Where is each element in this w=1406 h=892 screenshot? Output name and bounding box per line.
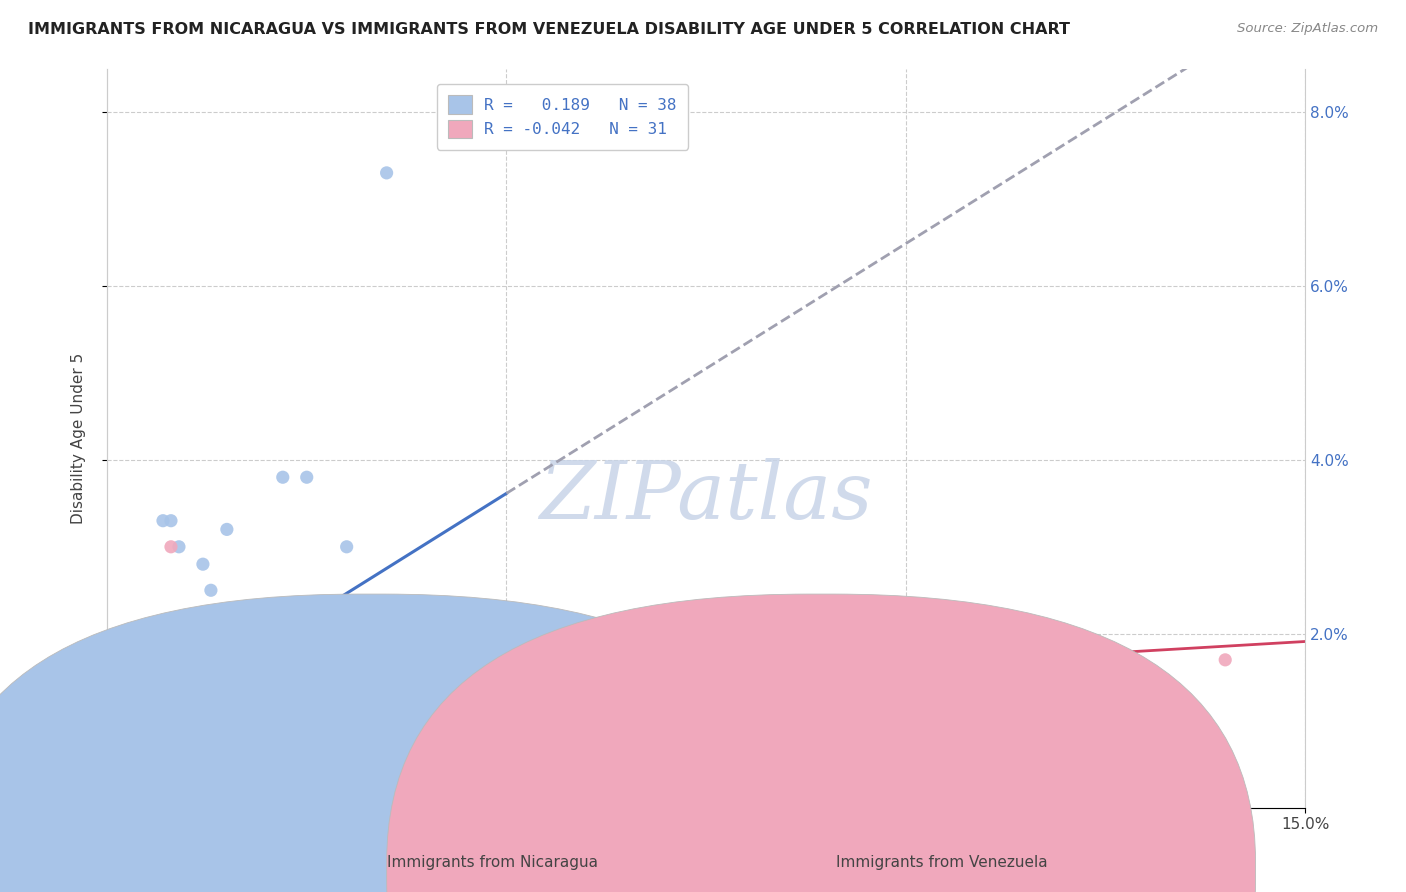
Point	[160, 800, 183, 814]
Point	[495, 800, 517, 814]
Point	[120, 757, 142, 772]
Point	[735, 653, 758, 667]
Point	[128, 800, 150, 814]
Point	[256, 800, 278, 814]
Point	[184, 774, 207, 789]
Point	[176, 626, 198, 640]
Point	[375, 166, 398, 180]
Point	[152, 514, 174, 528]
Point	[136, 800, 159, 814]
Point	[208, 661, 231, 675]
Point	[160, 514, 183, 528]
Point	[112, 731, 135, 745]
Point	[152, 714, 174, 728]
Point	[136, 714, 159, 728]
Point	[120, 670, 142, 684]
Point	[271, 470, 294, 484]
Text: ZIPatlas: ZIPatlas	[540, 458, 873, 536]
Point	[200, 774, 222, 789]
Point	[239, 731, 262, 745]
Point	[143, 739, 166, 754]
Text: Source: ZipAtlas.com: Source: ZipAtlas.com	[1237, 22, 1378, 36]
Point	[143, 688, 166, 702]
Point	[120, 714, 142, 728]
Point	[136, 714, 159, 728]
Point	[336, 540, 359, 554]
Point	[128, 670, 150, 684]
Point	[152, 800, 174, 814]
Point	[160, 540, 183, 554]
Point	[143, 800, 166, 814]
Point	[495, 653, 517, 667]
Point	[152, 774, 174, 789]
Point	[256, 800, 278, 814]
Point	[215, 800, 238, 814]
Point	[191, 558, 214, 572]
Point	[128, 644, 150, 658]
Point	[112, 670, 135, 684]
Point	[176, 774, 198, 789]
Point	[191, 688, 214, 702]
Point	[136, 661, 159, 675]
Point	[271, 626, 294, 640]
Text: Immigrants from Venezuela: Immigrants from Venezuela	[837, 855, 1047, 870]
Text: Immigrants from Nicaragua: Immigrants from Nicaragua	[387, 855, 598, 870]
Point	[224, 800, 246, 814]
Point	[136, 757, 159, 772]
Point	[104, 696, 127, 710]
Point	[112, 696, 135, 710]
Point	[120, 739, 142, 754]
Point	[1213, 653, 1236, 667]
Point	[112, 714, 135, 728]
Point	[208, 774, 231, 789]
Point	[112, 739, 135, 754]
Point	[120, 661, 142, 675]
Point	[215, 523, 238, 537]
Point	[167, 670, 190, 684]
Point	[224, 800, 246, 814]
Point	[191, 653, 214, 667]
Point	[295, 470, 318, 484]
Point	[176, 739, 198, 754]
Legend: R =   0.189   N = 38, R = -0.042   N = 31: R = 0.189 N = 38, R = -0.042 N = 31	[436, 84, 688, 150]
Point	[104, 644, 127, 658]
Point	[167, 540, 190, 554]
Y-axis label: Disability Age Under 5: Disability Age Under 5	[72, 352, 86, 524]
Point	[143, 800, 166, 814]
Point	[200, 583, 222, 598]
Point	[152, 661, 174, 675]
Point	[336, 653, 359, 667]
Point	[143, 774, 166, 789]
Point	[128, 714, 150, 728]
Text: IMMIGRANTS FROM NICARAGUA VS IMMIGRANTS FROM VENEZUELA DISABILITY AGE UNDER 5 CO: IMMIGRANTS FROM NICARAGUA VS IMMIGRANTS …	[28, 22, 1070, 37]
Point	[128, 800, 150, 814]
Point	[104, 635, 127, 649]
Point	[128, 774, 150, 789]
Point	[120, 714, 142, 728]
Point	[104, 757, 127, 772]
